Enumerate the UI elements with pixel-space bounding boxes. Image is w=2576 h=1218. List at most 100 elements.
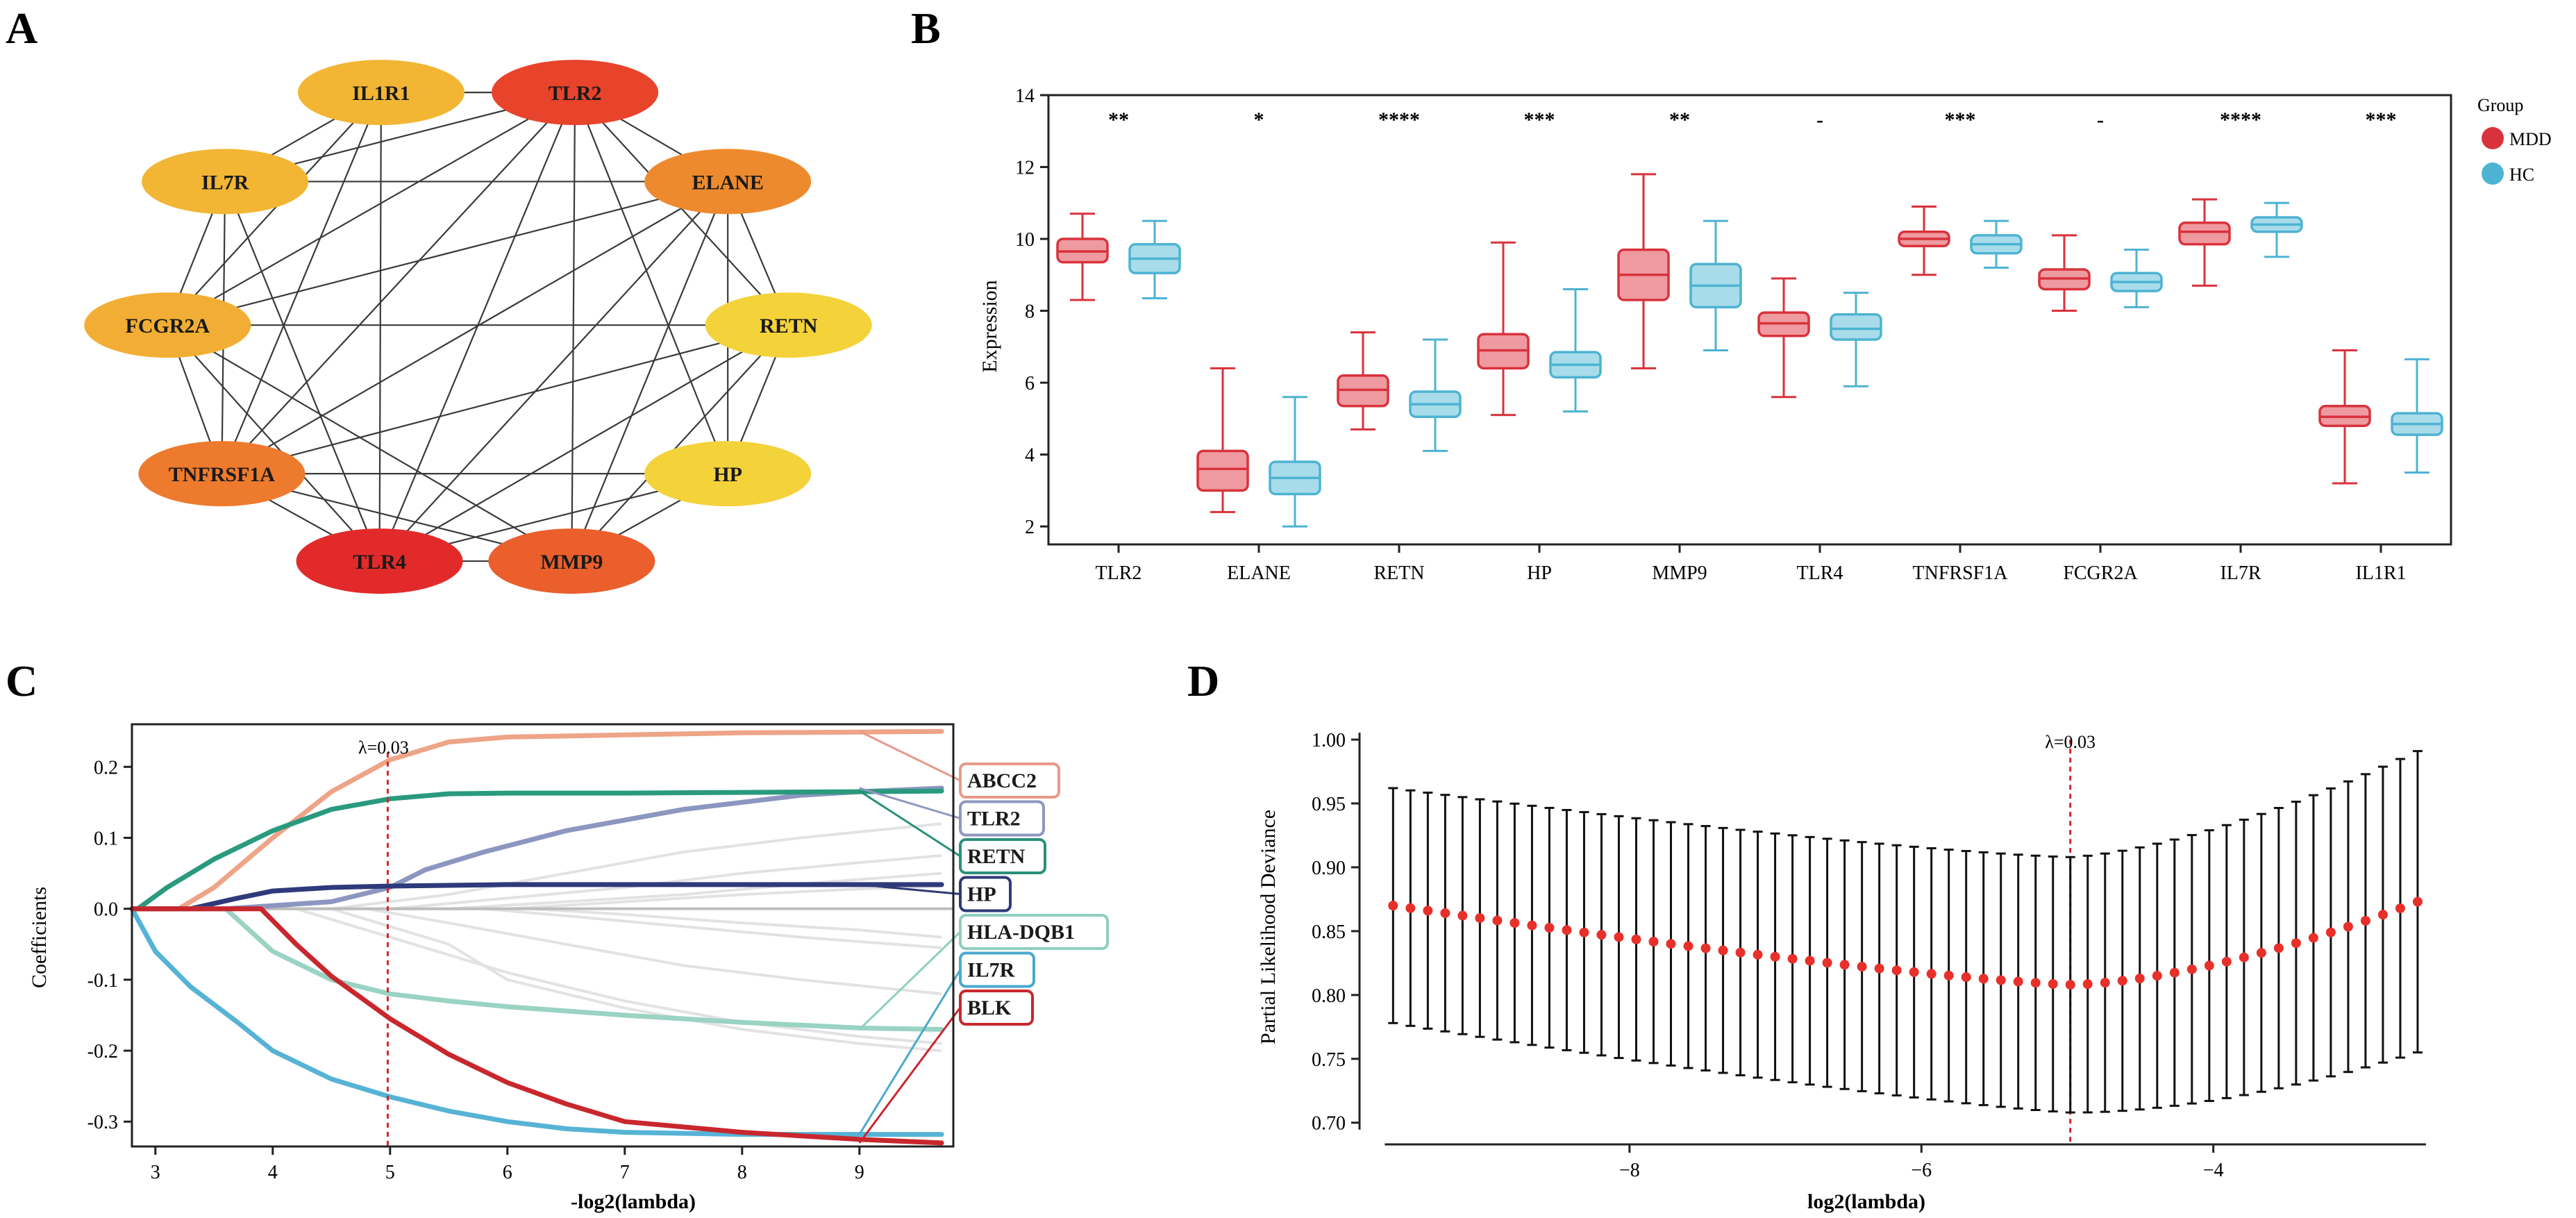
deviance-x-axis: −8 −6 −4	[1385, 1143, 2426, 1181]
significance-marker: ***	[1945, 108, 1976, 131]
deviance-point	[2291, 801, 2301, 1086]
deviance-point	[1718, 826, 1728, 1074]
boxplot-x-tick-label: FCGR2A	[2063, 562, 2138, 584]
panel-letter-c: C	[6, 656, 37, 706]
box-mdd-fcgr2a	[2038, 234, 2091, 312]
coefficient-x-axis: 3 4 5 6 7 8 9	[151, 1146, 864, 1183]
deviance-point	[1700, 825, 1711, 1072]
network-edge-il1r1-tnfrsf1a	[221, 92, 382, 474]
deviance-dot	[1423, 906, 1433, 916]
box-hc-tlr2	[1128, 219, 1181, 299]
deviance-dot	[2256, 948, 2266, 958]
deviance-point	[1423, 791, 1433, 1030]
network-edge-tlr2-tnfrsf1a	[221, 92, 576, 474]
boxplot-x-tick-label: RETN	[1373, 562, 1424, 584]
significance-marker: -	[1816, 108, 1823, 131]
deviance-dot	[2412, 896, 2423, 907]
network-edge-elane-tnfrsf1a	[221, 181, 728, 475]
background-path	[132, 907, 942, 996]
deviance-dot	[1891, 965, 1902, 976]
box-mdd-il7r	[2178, 198, 2231, 287]
deviance-dot	[1405, 903, 1416, 913]
coefficient-y-label: Coefficients	[28, 887, 51, 988]
label-connector-hp	[859, 883, 961, 895]
box-mdd-mmp9	[1617, 173, 1670, 369]
network-node-il7r	[142, 149, 309, 215]
network-node-label: TLR4	[353, 551, 406, 574]
deviance-dot	[1440, 908, 1450, 918]
deviance-point	[1666, 821, 1676, 1067]
deviance-dot	[1388, 901, 1398, 911]
panel-letter-b: B	[911, 3, 941, 53]
boxplot-y-tick-label: 4	[1025, 445, 1035, 467]
network-edge-fcgr2a-tlr4	[167, 324, 380, 562]
deviance-point	[2100, 852, 2110, 1113]
deviance-dot	[1527, 920, 1537, 931]
deviance-dot	[1614, 932, 1624, 942]
deviance-point	[1492, 800, 1503, 1041]
significance-marker: ****	[2220, 108, 2261, 131]
box-hc-tlr4	[1830, 292, 1882, 387]
coefficient-background-paths	[132, 822, 942, 1053]
deviance-point	[1509, 802, 1520, 1044]
deviance-point	[2325, 787, 2336, 1078]
label-connector-tlr2	[859, 787, 961, 819]
ppi-network: IL1R1 TLR2 IL7R ELANE FCGR2A RETN TNFRSF1A HP TL…	[84, 60, 872, 594]
deviance-dot	[1509, 918, 1520, 928]
label-box-abcc2	[959, 762, 1060, 799]
box-hc-il1r1	[2391, 358, 2443, 474]
deviance-point	[2204, 829, 2214, 1102]
label-box-blk	[959, 990, 1034, 1026]
label-text-hp: HP	[967, 883, 996, 906]
deviance-dot	[1683, 941, 1693, 951]
deviance-point	[2082, 854, 2093, 1114]
boxplot-y-tick-label: 12	[1015, 158, 1035, 179]
deviance-point	[2412, 750, 2423, 1054]
network-node-label: TLR2	[549, 82, 602, 105]
deviance-dot	[2100, 978, 2110, 988]
deviance-dot	[2082, 979, 2093, 990]
label-box-il7r	[959, 951, 1035, 988]
deviance-point	[2152, 842, 2162, 1109]
boxplot-x-tick-label: MMP9	[1652, 562, 1707, 584]
label-text-il7r: IL7R	[967, 959, 1015, 982]
network-edge-il7r-tlr4	[224, 181, 380, 562]
boxplot-legend: Group MDD HC	[2477, 95, 2552, 185]
coefficient-path-abcc2	[129, 728, 944, 912]
deviance-point	[2048, 855, 2058, 1112]
network-node-tlr2	[492, 60, 659, 126]
network-node-label: HP	[713, 463, 742, 486]
box-hc-il7r	[2250, 201, 2303, 258]
significance-marker: ***	[1524, 108, 1555, 131]
deviance-point	[1614, 815, 1624, 1060]
coefficient-path-hp	[129, 882, 944, 912]
label-box-tlr2	[959, 800, 1045, 837]
deviance-point	[1527, 804, 1537, 1046]
network-edge-tlr2-mmp9	[571, 92, 576, 562]
box-mdd-tlr4	[1757, 277, 1810, 399]
network-node-label: MMP9	[540, 551, 603, 574]
label-connector-retn	[858, 790, 961, 858]
deviance-point	[2030, 854, 2041, 1111]
network-node-label: IL7R	[201, 171, 249, 194]
deviance-dot	[1961, 972, 1971, 983]
deviance-dot	[2048, 978, 2058, 989]
deviance-dot	[2308, 933, 2318, 943]
boxplot-x-tick-label: HP	[1527, 562, 1552, 584]
network-edge-tlr2-fcgr2a	[167, 92, 576, 326]
box-mdd-il1r1	[2318, 349, 2371, 485]
deviance-dot	[1666, 939, 1676, 949]
coefficient-y-axis: 0.2 0.1 0.0 -0.1 -0.2 -0.3	[87, 757, 132, 1133]
deviance-dot	[2169, 967, 2180, 978]
deviance-point	[1996, 852, 2006, 1108]
coefficient-x-tick-label: 8	[737, 1162, 747, 1183]
deviance-point	[1753, 831, 1763, 1079]
deviance-dot	[1596, 930, 1607, 940]
deviance-point	[1805, 835, 1815, 1086]
deviance-dot	[2152, 971, 2162, 981]
label-text-hla-dqb1: HLA-DQB1	[967, 921, 1075, 944]
deviance-chart: 1.00 0.95 0.90 0.85 0.80 0.75 0.70 −8 −6 −4 λ=0.…	[1257, 730, 2426, 1213]
deviance-x-tick-label: −8	[1619, 1160, 1640, 1181]
coefficient-y-tick-label: 0.2	[94, 757, 118, 778]
